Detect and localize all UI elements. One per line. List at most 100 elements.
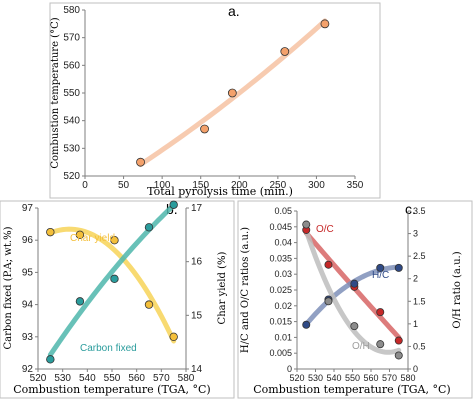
data-point [136,157,145,167]
trendline-series-0 [138,18,328,168]
x-tick-label: 0 [82,180,88,191]
data-point [110,274,119,284]
data-point [110,235,119,245]
y2-tick-label: 0 [413,364,418,374]
data-point [394,351,403,360]
data-point [227,88,237,98]
y-tick-label: 93 [22,332,34,343]
y2-tick-label: 3 [413,229,418,239]
panel-b-x-ticks: 520 530 540 550 560 570 580 [30,369,195,384]
y-tick-label: 540 [63,116,80,127]
data-point [75,230,85,240]
y2-tick-label: 1 [413,319,418,329]
data-point [350,322,359,331]
panel-c-y-label: H/C and O/C ratios (a.u.) [240,227,251,353]
data-point [324,297,333,306]
y-tick-label: 0.05 [274,206,292,216]
panel-c-x-label: Combustion temperature (TGA, °C) [253,383,450,396]
y2-tick-label: 2 [413,274,418,284]
x-tick-label: 560 [128,373,145,384]
panel-b-y2-label: Char yield (%) [217,251,228,324]
x-tick-label: 540 [79,373,96,384]
panel-c-y-ticks: 0 0.005 0.01 0.015 0.02 0.025 0.03 0.035 0.04 0.0… [269,206,297,374]
panel-c-legend-oc: O/C [316,224,334,235]
data-point [169,332,178,341]
y-tick-label: 0.035 [269,253,292,263]
y2-tick-label: 17 [191,203,203,214]
x-tick-label: 570 [153,373,170,384]
y-tick-label: 0.015 [269,317,292,327]
panel-a-trendlines [138,18,328,168]
panel-b-legend-carbon-fixed: Carbon fixed [80,343,137,354]
y-tick-label: 0.005 [269,348,292,358]
x-tick-label: 520 [30,373,47,384]
y-tick-label: 0.02 [274,301,292,311]
data-point [46,227,55,237]
data-point [350,279,359,288]
x-tick-label: 250 [270,180,287,191]
data-point [376,340,385,349]
y2-tick-label: 14 [191,364,203,375]
data-point [302,320,311,329]
panel-b-y-label: Carbon fixed (P.A; wt.%) [3,226,14,349]
data-point [394,263,403,272]
x-tick-label: 580 [178,373,195,384]
x-tick-label: 540 [326,373,341,383]
panel-a: a. 0 50 100 150 200 250 300 350 520 530 540 550 560… [49,2,381,199]
panel-c-label: c. [405,201,416,217]
x-tick-label: 550 [345,373,360,383]
panel-b-y2-ticks: 14 15 16 17 [186,203,203,375]
y-tick-label: 0.03 [274,269,292,279]
trendline-carbon-fixed [47,202,177,358]
panel-c-y2-label: O/H ratio (a.u.) [452,251,463,328]
panel-b-frame [0,200,235,399]
panel-a-points [136,19,330,167]
data-point [144,223,154,232]
panel-c-y2-ticks: 0 0.5 1 1.5 2 2.5 3 3.5 [408,206,426,374]
data-point [320,19,330,29]
panel-c: c. 520 530 540 550 560 570 580 0 0.005 0.01 0.015… [237,200,473,399]
y-tick-label: 0.01 [274,332,292,342]
x-tick-label: 350 [347,180,364,191]
y-tick-label: 520 [63,171,80,182]
y2-tick-label: 0.5 [413,341,426,351]
panel-b-x-label: Combustion temperature (TGA, °C) [13,383,210,396]
data-point [144,300,154,309]
data-point [169,200,178,209]
trendline-char-yield [47,226,177,344]
x-tick-label: 560 [363,373,378,383]
y2-tick-label: 15 [191,310,203,321]
y-tick-label: 92 [22,364,34,375]
y-tick-label: 95 [22,267,34,278]
x-tick-label: 580 [400,373,415,383]
x-tick-label: 300 [308,180,325,191]
y-tick-label: 550 [63,88,80,99]
panel-b-legend-char-yield: Char yield [70,233,115,244]
y-tick-label: 0.04 [274,238,292,248]
x-tick-label: 50 [118,180,130,191]
panel-b-trendlines [47,202,177,358]
data-point [280,47,290,56]
panel-b-y-ticks: 92 93 94 95 96 97 [22,203,38,375]
data-point [394,336,403,345]
panel-b-points [46,200,178,364]
x-tick-label: 570 [382,373,397,383]
y2-tick-label: 1.5 [413,296,426,306]
panel-c-legend-hc: H/C [372,270,389,281]
panel-c-frame [237,200,473,399]
x-tick-label: 530 [54,373,71,384]
panel-a-frame [49,2,381,199]
data-point [376,308,385,317]
panel-a-y-ticks: 520 530 540 550 560 570 580 [63,5,85,182]
y-tick-label: 560 [63,60,80,71]
panel-c-x-ticks: 520 530 540 550 560 570 580 [289,369,416,383]
x-tick-label: 100 [154,180,171,191]
panel-c-legend-oh: O/H [352,341,370,352]
panel-c-points [302,220,403,360]
data-point [376,263,385,272]
y-tick-label: 0.045 [269,222,292,232]
y-tick-label: 570 [63,33,80,44]
y2-tick-label: 16 [191,257,203,268]
